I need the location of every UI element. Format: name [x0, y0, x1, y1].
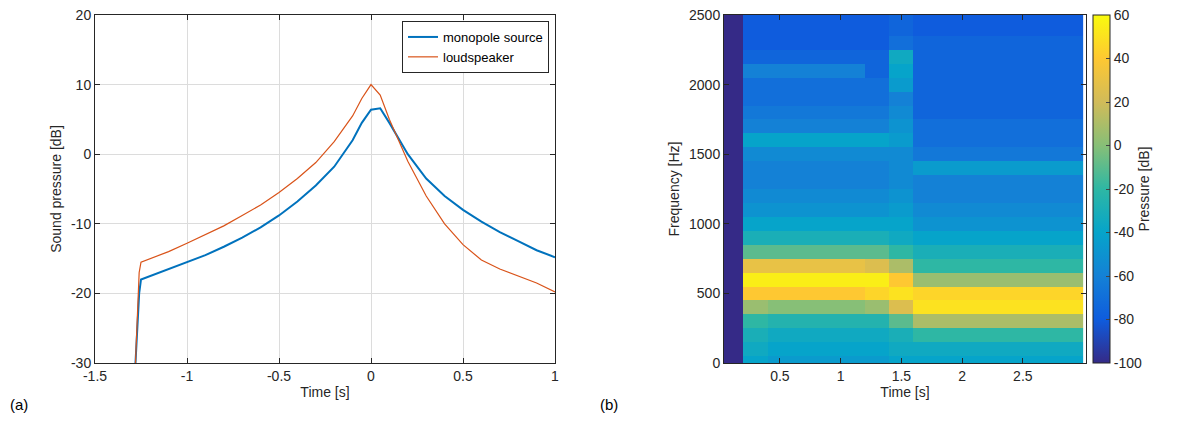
svg-text:1.5: 1.5 — [892, 368, 912, 384]
svg-text:500: 500 — [697, 285, 721, 301]
svg-text:(a): (a) — [10, 396, 28, 413]
svg-text:monopole source: monopole source — [443, 30, 543, 45]
svg-text:-10: -10 — [71, 216, 91, 232]
svg-text:-40: -40 — [1114, 224, 1134, 240]
svg-text:Time [s]: Time [s] — [880, 384, 929, 400]
svg-text:-60: -60 — [1114, 268, 1134, 284]
svg-text:1000: 1000 — [689, 216, 720, 232]
svg-text:20: 20 — [1114, 94, 1130, 110]
svg-text:20: 20 — [76, 7, 92, 23]
svg-text:2500: 2500 — [689, 7, 720, 23]
svg-text:0.5: 0.5 — [453, 368, 473, 384]
svg-text:1: 1 — [551, 368, 559, 384]
svg-text:Sound pressure [dB]: Sound pressure [dB] — [48, 125, 64, 253]
svg-text:-20: -20 — [71, 285, 91, 301]
svg-text:0: 0 — [367, 368, 375, 384]
svg-text:60: 60 — [1114, 7, 1130, 23]
svg-text:1500: 1500 — [689, 146, 720, 162]
svg-text:-100: -100 — [1114, 355, 1142, 371]
svg-text:-1: -1 — [181, 368, 194, 384]
svg-text:0: 0 — [83, 146, 91, 162]
svg-text:Pressure [dB]: Pressure [dB] — [1136, 147, 1152, 232]
svg-text:(b): (b) — [600, 396, 618, 413]
svg-text:2.5: 2.5 — [1013, 368, 1033, 384]
svg-text:Frequency [Hz]: Frequency [Hz] — [666, 142, 682, 237]
svg-text:loudspeaker: loudspeaker — [443, 50, 514, 65]
svg-text:-80: -80 — [1114, 311, 1134, 327]
svg-text:-1.5: -1.5 — [83, 368, 107, 384]
svg-text:40: 40 — [1114, 50, 1130, 66]
svg-text:1: 1 — [837, 368, 845, 384]
svg-text:10: 10 — [76, 77, 92, 93]
svg-text:-20: -20 — [1114, 181, 1134, 197]
svg-text:0.5: 0.5 — [770, 368, 790, 384]
svg-text:2000: 2000 — [689, 77, 720, 93]
svg-text:0: 0 — [712, 355, 720, 371]
svg-text:2: 2 — [958, 368, 966, 384]
svg-text:-30: -30 — [71, 355, 91, 371]
svg-text:0: 0 — [1114, 137, 1122, 153]
svg-text:Time [s]: Time [s] — [300, 384, 349, 400]
svg-text:-0.5: -0.5 — [267, 368, 291, 384]
